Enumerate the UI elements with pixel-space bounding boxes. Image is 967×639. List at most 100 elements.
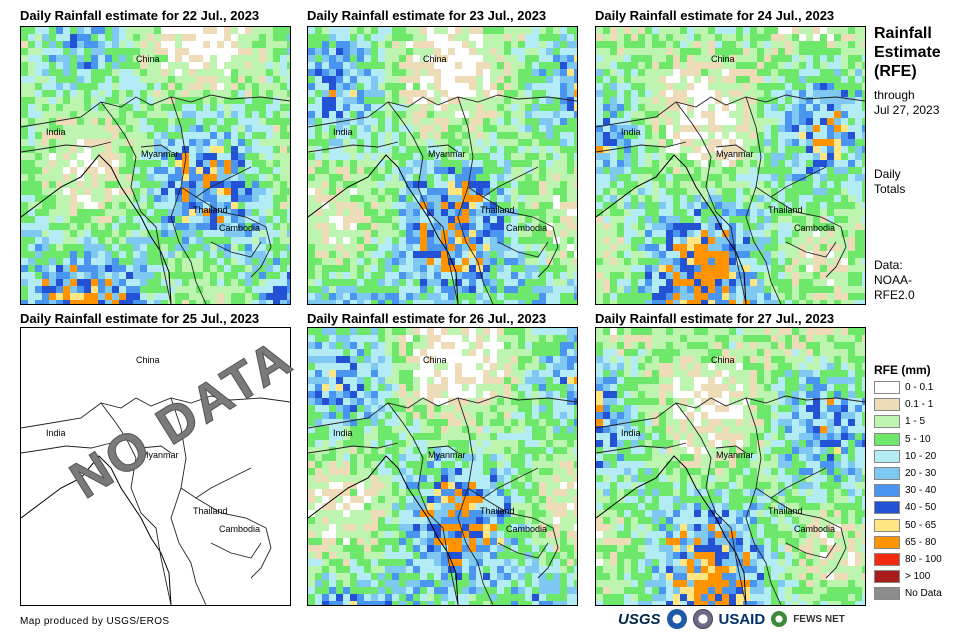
legend-item: 65 - 80 [874, 535, 936, 550]
country-border [482, 196, 559, 278]
country-border [308, 442, 399, 454]
country-border [21, 442, 112, 454]
legend-item: 0.1 - 1 [874, 397, 933, 412]
map-label-china: China [711, 355, 735, 365]
country-border [427, 445, 459, 454]
country-border [596, 442, 687, 454]
map-label-india: India [46, 127, 66, 137]
map-credit: Map produced by USGS/EROS [20, 616, 170, 627]
legend-label: 0 - 0.1 [905, 382, 934, 393]
logo-strip: USGS USAID FEWS NET [618, 606, 845, 632]
coastline [21, 455, 172, 605]
sidebar-title-line1: Rainfall [874, 25, 932, 42]
sidebar-data-label: Data: [874, 258, 903, 272]
map-svg [596, 328, 865, 605]
legend-label: 40 - 50 [905, 502, 937, 514]
coastline [308, 455, 459, 605]
legend-label: 30 - 40 [905, 485, 937, 497]
legend-label: 1 - 5 [905, 416, 926, 428]
legend-label: No Data [905, 588, 942, 600]
sidebar-title-line2: Estimate [874, 44, 941, 61]
country-border [140, 144, 172, 153]
legend-swatch [874, 570, 900, 584]
legend-swatch [874, 501, 900, 515]
legend-item: 20 - 30 [874, 466, 936, 481]
map-label-cambodia: Cambodia [506, 524, 548, 534]
country-border [596, 94, 865, 128]
panel-title-4: Daily Rainfall estimate for 25 Jul., 202… [20, 311, 260, 326]
rainfall-map-26-jul: China India Myanmar Thailand Cambodia [307, 327, 578, 606]
legend-swatch [874, 484, 900, 498]
rainfall-map-22-jul: China India Myanmar Thailand Cambodia [20, 26, 291, 305]
country-border [427, 144, 459, 153]
sidebar-title-line3: (RFE) [874, 63, 917, 80]
coastline [596, 455, 747, 605]
map-svg [596, 27, 865, 304]
country-border [210, 241, 262, 258]
country-border [596, 141, 687, 153]
map-label-cambodia: Cambodia [794, 524, 836, 534]
sidebar-totals: Totals [874, 182, 906, 196]
sidebar-data-source2: RFE2.0 [874, 288, 915, 302]
country-border [675, 101, 747, 304]
map-label-china: China [423, 54, 447, 64]
legend-title: RFE (mm) [874, 363, 931, 377]
nasa-logo-icon [692, 609, 713, 629]
map-label-cambodia: Cambodia [506, 223, 548, 233]
country-border [170, 96, 252, 198]
country-border [21, 94, 290, 128]
country-border [770, 196, 847, 278]
legend-swatch [874, 381, 900, 394]
country-border [482, 497, 559, 579]
country-border [745, 186, 782, 304]
country-border [170, 397, 252, 499]
map-label-myanmar: Myanmar [428, 149, 466, 159]
map-label-myanmar: Myanmar [716, 149, 754, 159]
map-svg [308, 328, 577, 605]
fews-logo: FEWS NET [793, 613, 845, 625]
rainfall-map-24-jul: China India Myanmar Thailand Cambodia [595, 26, 866, 305]
rainfall-map-25-jul: China India Myanmar Thailand Cambodia [20, 327, 291, 606]
map-label-china: China [136, 54, 160, 64]
coastline [596, 154, 747, 304]
legend-item: No Data [874, 586, 942, 601]
map-label-cambodia: Cambodia [219, 524, 261, 534]
country-border [745, 487, 782, 605]
map-svg [21, 395, 290, 605]
rainfall-field [21, 27, 290, 304]
country-border [387, 402, 459, 605]
legend-swatch [874, 587, 900, 601]
map-label-myanmar: Myanmar [428, 450, 466, 460]
map-label-myanmar: Myanmar [141, 450, 179, 460]
country-border [715, 144, 747, 153]
country-border [745, 397, 827, 499]
sidebar-through: through [874, 88, 915, 102]
map-label-india: India [333, 127, 353, 137]
panel-title-5: Daily Rainfall estimate for 26 Jul., 202… [307, 311, 547, 326]
legend-swatch [874, 553, 900, 566]
country-border [497, 241, 549, 258]
country-border [21, 395, 290, 429]
map-label-thailand: Thailand [768, 506, 803, 516]
country-border [785, 241, 837, 258]
legend-item: 40 - 50 [874, 500, 936, 515]
legend-swatch [874, 432, 900, 446]
rainfall-field [596, 328, 865, 605]
legend-item: 0 - 0.1 [874, 380, 933, 395]
usaid-logo: USAID [718, 610, 766, 628]
rainfall-field [308, 27, 577, 304]
sidebar-title: Rainfall Estimate (RFE) [874, 24, 941, 81]
map-label-china: China [711, 54, 735, 64]
map-label-india: India [621, 428, 641, 438]
country-border [308, 395, 577, 429]
map-label-thailand: Thailand [193, 205, 228, 215]
sidebar-date: Jul 27, 2023 [874, 103, 940, 117]
country-border [21, 141, 112, 153]
country-border [457, 487, 494, 605]
legend-item: 10 - 20 [874, 449, 936, 464]
map-label-thailand: Thailand [768, 205, 803, 215]
legend-label: 10 - 20 [905, 450, 937, 462]
legend-swatch [874, 449, 900, 463]
legend-swatch [874, 415, 900, 429]
legend-item: > 100 [874, 569, 930, 584]
